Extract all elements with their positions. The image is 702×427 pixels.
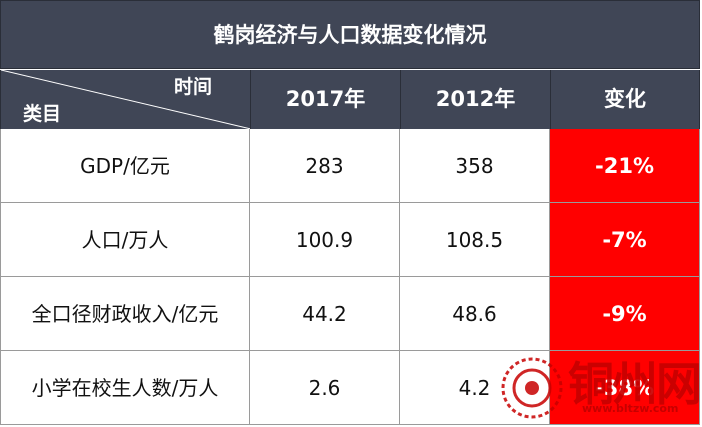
header-time-label: 时间	[173, 76, 212, 98]
row-value-2017: 283	[250, 129, 400, 203]
row-change: -9%	[550, 277, 700, 351]
watermark-text: 铜州网	[568, 357, 702, 411]
header-2012: 2012年	[400, 70, 550, 129]
table-row: 人口/万人 100.9 108.5 -7%	[0, 203, 700, 277]
row-value-2017: 100.9	[250, 203, 400, 277]
row-value-2012: 358	[400, 129, 550, 203]
row-value-2012: 48.6	[400, 277, 550, 351]
header-category-label: 类目	[23, 103, 62, 125]
row-change: -7%	[550, 203, 700, 277]
row-value-2012: 108.5	[400, 203, 550, 277]
row-value-2017: 44.2	[250, 277, 400, 351]
header-change: 变化	[550, 70, 700, 129]
row-category: 人口/万人	[0, 203, 250, 277]
table-row: 小学在校生人数/万人 2.6 4.2 -38%	[0, 351, 700, 425]
watermark-url: www.bltzw.com	[582, 402, 679, 415]
row-change: -38%	[550, 351, 700, 425]
table-row: 全口径财政收入/亿元 44.2 48.6 -9%	[0, 277, 700, 351]
row-value-2017: 2.6	[250, 351, 400, 425]
table-row: GDP/亿元 283 358 -21%	[0, 129, 700, 203]
header-category-time: 时间 类目	[0, 70, 251, 129]
table-title: 鹤岗经济与人口数据变化情况	[0, 0, 700, 69]
row-category: GDP/亿元	[0, 129, 250, 203]
diagonal-divider	[1, 70, 251, 129]
row-change: -21%	[550, 129, 700, 203]
row-category: 小学在校生人数/万人	[0, 351, 250, 425]
row-category: 全口径财政收入/亿元	[0, 277, 250, 351]
watermark-logo-icon	[501, 357, 563, 419]
header-2017: 2017年	[250, 70, 400, 129]
